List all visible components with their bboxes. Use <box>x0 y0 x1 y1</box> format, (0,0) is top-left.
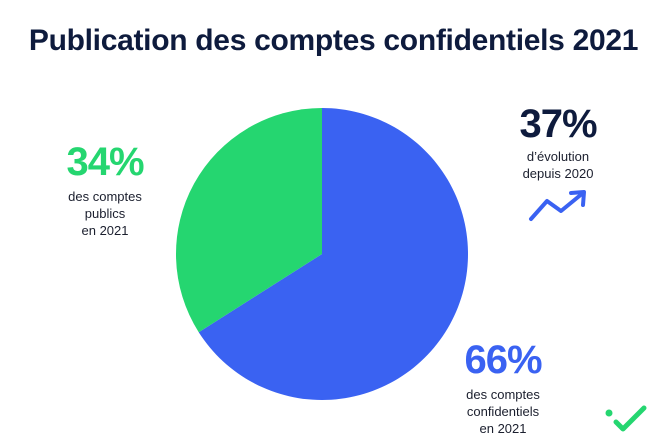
evolution-percent: 37% <box>519 102 597 146</box>
confidential-accounts-stat: 66% des comptes confidentiels en 2021 <box>448 340 558 437</box>
check-icon <box>605 405 647 432</box>
evolution-stat: 37% d’évolution depuis 2020 <box>503 104 613 182</box>
pie-slice-public <box>176 108 322 333</box>
trend-up-arrow-icon <box>529 190 586 221</box>
public-caption: des comptes publics en 2021 <box>53 188 157 239</box>
confidential-caption: des comptes confidentiels en 2021 <box>448 386 558 437</box>
page-title: Publication des comptes confidentiels 20… <box>28 24 639 57</box>
public-accounts-stat: 34% des comptes publics en 2021 <box>53 142 157 239</box>
pie-chart <box>176 108 468 401</box>
public-caption-line: des comptes <box>68 189 142 204</box>
evolution-caption: d’évolution depuis 2020 <box>503 148 613 182</box>
confidential-caption-line: des comptes <box>466 387 540 402</box>
evolution-caption-line: depuis 2020 <box>522 166 594 181</box>
pie-slice-confidential <box>198 108 468 401</box>
confidential-percent: 66% <box>464 338 542 382</box>
public-caption-line: publics <box>84 206 126 221</box>
evolution-caption-line: d’évolution <box>526 149 590 164</box>
confidential-caption-line: confidentiels <box>466 404 540 419</box>
confidential-caption-line: en 2021 <box>479 421 527 436</box>
public-percent: 34% <box>66 140 144 184</box>
public-caption-line: en 2021 <box>81 223 129 238</box>
